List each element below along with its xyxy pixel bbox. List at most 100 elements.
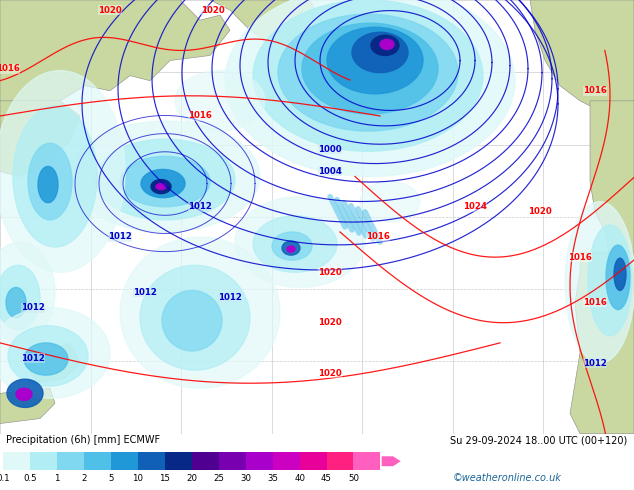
Text: 1016: 1016 bbox=[568, 253, 592, 262]
Polygon shape bbox=[590, 101, 634, 272]
Ellipse shape bbox=[70, 121, 260, 232]
Bar bbox=[138, 452, 165, 470]
Text: 1004: 1004 bbox=[318, 167, 342, 176]
Ellipse shape bbox=[360, 181, 420, 222]
Ellipse shape bbox=[588, 225, 632, 336]
Text: 1020: 1020 bbox=[201, 5, 225, 15]
Ellipse shape bbox=[371, 35, 399, 55]
Ellipse shape bbox=[606, 245, 630, 310]
Bar bbox=[3, 452, 30, 470]
Ellipse shape bbox=[6, 288, 26, 318]
FancyArrow shape bbox=[382, 456, 401, 466]
Text: 45: 45 bbox=[321, 474, 332, 483]
Text: 1020: 1020 bbox=[318, 318, 342, 327]
Bar bbox=[299, 452, 327, 470]
Ellipse shape bbox=[0, 242, 55, 343]
Ellipse shape bbox=[0, 71, 125, 272]
Ellipse shape bbox=[16, 388, 32, 400]
Bar bbox=[273, 452, 299, 470]
Text: 25: 25 bbox=[213, 474, 224, 483]
Ellipse shape bbox=[282, 241, 300, 255]
Bar bbox=[84, 452, 111, 470]
Ellipse shape bbox=[38, 167, 58, 203]
Ellipse shape bbox=[278, 14, 458, 131]
Text: 1016: 1016 bbox=[188, 112, 212, 121]
Polygon shape bbox=[0, 101, 80, 176]
Ellipse shape bbox=[327, 27, 423, 94]
Text: 35: 35 bbox=[267, 474, 278, 483]
Ellipse shape bbox=[120, 156, 210, 207]
Text: 1012: 1012 bbox=[108, 232, 132, 242]
Text: 1012: 1012 bbox=[21, 303, 45, 312]
Ellipse shape bbox=[352, 32, 408, 73]
Text: 1012: 1012 bbox=[218, 293, 242, 302]
Bar bbox=[327, 452, 354, 470]
Text: 10: 10 bbox=[133, 474, 143, 483]
Bar bbox=[354, 452, 380, 470]
Text: 1016: 1016 bbox=[583, 86, 607, 95]
Text: 0.5: 0.5 bbox=[23, 474, 37, 483]
Bar bbox=[111, 452, 138, 470]
Bar bbox=[30, 452, 57, 470]
Text: 40: 40 bbox=[294, 474, 305, 483]
Ellipse shape bbox=[614, 258, 626, 291]
Text: 1000: 1000 bbox=[318, 145, 342, 154]
Ellipse shape bbox=[235, 196, 365, 288]
Polygon shape bbox=[30, 343, 80, 383]
Text: 0.1: 0.1 bbox=[0, 474, 10, 483]
Ellipse shape bbox=[253, 0, 483, 151]
Polygon shape bbox=[0, 388, 55, 423]
Ellipse shape bbox=[225, 0, 515, 176]
Bar bbox=[245, 452, 273, 470]
Ellipse shape bbox=[151, 179, 171, 194]
Ellipse shape bbox=[140, 265, 250, 370]
Ellipse shape bbox=[380, 39, 394, 49]
Ellipse shape bbox=[28, 143, 72, 220]
Text: 1016: 1016 bbox=[366, 232, 390, 242]
Text: 1016: 1016 bbox=[0, 64, 20, 73]
Text: 1020: 1020 bbox=[318, 268, 342, 277]
Polygon shape bbox=[0, 0, 230, 111]
Text: Precipitation (6h) [mm] ECMWF: Precipitation (6h) [mm] ECMWF bbox=[6, 435, 160, 445]
Text: 1020: 1020 bbox=[318, 368, 342, 378]
Bar bbox=[191, 452, 219, 470]
Ellipse shape bbox=[302, 23, 438, 114]
Text: 1020: 1020 bbox=[528, 207, 552, 216]
Text: 1012: 1012 bbox=[133, 288, 157, 297]
Ellipse shape bbox=[175, 71, 265, 131]
Ellipse shape bbox=[272, 232, 312, 260]
Polygon shape bbox=[570, 252, 634, 434]
Ellipse shape bbox=[287, 246, 295, 252]
Bar bbox=[57, 452, 84, 470]
Polygon shape bbox=[530, 0, 634, 111]
Ellipse shape bbox=[8, 326, 88, 386]
Text: 30: 30 bbox=[240, 474, 251, 483]
Ellipse shape bbox=[141, 170, 185, 197]
Bar bbox=[165, 452, 191, 470]
Text: 15: 15 bbox=[159, 474, 171, 483]
Text: 1020: 1020 bbox=[98, 5, 122, 15]
Text: 5: 5 bbox=[108, 474, 113, 483]
Text: 20: 20 bbox=[186, 474, 197, 483]
Ellipse shape bbox=[162, 291, 222, 351]
Text: 1016: 1016 bbox=[583, 298, 607, 307]
Text: 50: 50 bbox=[348, 474, 359, 483]
Text: ©weatheronline.co.uk: ©weatheronline.co.uk bbox=[453, 473, 562, 483]
Ellipse shape bbox=[565, 202, 634, 363]
Ellipse shape bbox=[95, 139, 235, 220]
Text: 2: 2 bbox=[81, 474, 87, 483]
Ellipse shape bbox=[7, 379, 43, 407]
Text: 1: 1 bbox=[55, 474, 60, 483]
Polygon shape bbox=[210, 0, 320, 46]
Ellipse shape bbox=[24, 343, 68, 375]
Ellipse shape bbox=[13, 106, 97, 247]
Bar bbox=[219, 452, 245, 470]
Text: 1012: 1012 bbox=[583, 359, 607, 368]
Ellipse shape bbox=[0, 265, 40, 330]
Ellipse shape bbox=[253, 216, 337, 272]
Text: Su 29-09-2024 18..00 UTC (00+120): Su 29-09-2024 18..00 UTC (00+120) bbox=[450, 435, 628, 445]
Ellipse shape bbox=[0, 308, 110, 398]
Ellipse shape bbox=[120, 237, 280, 388]
Ellipse shape bbox=[156, 184, 166, 190]
Text: 1024: 1024 bbox=[463, 202, 487, 211]
